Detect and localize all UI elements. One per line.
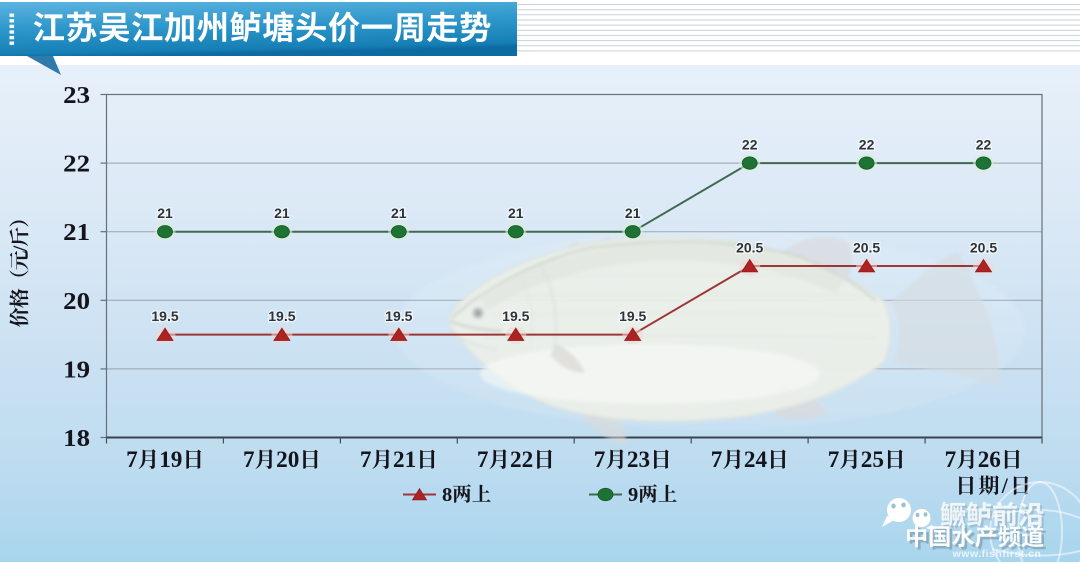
svg-text:22: 22 [976, 137, 992, 153]
svg-text:19.5: 19.5 [385, 308, 412, 324]
svg-text:20: 20 [276, 447, 299, 473]
svg-text:/: / [1001, 473, 1010, 498]
svg-text:7: 7 [945, 447, 957, 473]
svg-text:7: 7 [477, 447, 489, 473]
svg-text:23: 23 [63, 81, 90, 108]
svg-text:19.5: 19.5 [619, 308, 646, 324]
svg-text:18: 18 [63, 424, 90, 451]
svg-text:7: 7 [594, 447, 606, 473]
svg-text:7: 7 [243, 447, 255, 473]
svg-text:21: 21 [508, 205, 524, 221]
svg-text:25: 25 [861, 447, 884, 473]
svg-text:22: 22 [859, 137, 875, 153]
svg-text:9: 9 [628, 484, 638, 506]
svg-text:20: 20 [63, 287, 90, 314]
svg-text:20.5: 20.5 [853, 239, 880, 255]
svg-text:19.5: 19.5 [502, 308, 529, 324]
svg-text:8: 8 [442, 484, 452, 506]
svg-text:20.5: 20.5 [970, 239, 997, 255]
svg-text:19.5: 19.5 [151, 308, 178, 324]
svg-text:7: 7 [828, 447, 840, 473]
svg-text:/: / [10, 245, 32, 252]
svg-text:24: 24 [744, 447, 768, 473]
svg-text:22: 22 [63, 150, 90, 177]
svg-text:20.5: 20.5 [736, 239, 763, 255]
svg-text:www.fishfirst.cn: www.fishfirst.cn [952, 548, 1042, 560]
svg-text:19: 19 [63, 356, 90, 383]
svg-text:26: 26 [978, 447, 1001, 473]
svg-text:21: 21 [63, 219, 90, 246]
svg-text:23: 23 [627, 447, 650, 473]
svg-text:21: 21 [625, 205, 641, 221]
svg-text:22: 22 [742, 137, 758, 153]
svg-text:21: 21 [391, 205, 407, 221]
svg-text:19: 19 [159, 447, 182, 473]
svg-text:21: 21 [393, 447, 416, 473]
svg-text:21: 21 [157, 205, 173, 221]
svg-text:7: 7 [360, 447, 372, 473]
svg-text:7: 7 [711, 447, 723, 473]
svg-text:21: 21 [274, 205, 290, 221]
svg-text:7: 7 [126, 447, 138, 473]
svg-text:19.5: 19.5 [268, 308, 295, 324]
svg-text:22: 22 [510, 447, 533, 473]
